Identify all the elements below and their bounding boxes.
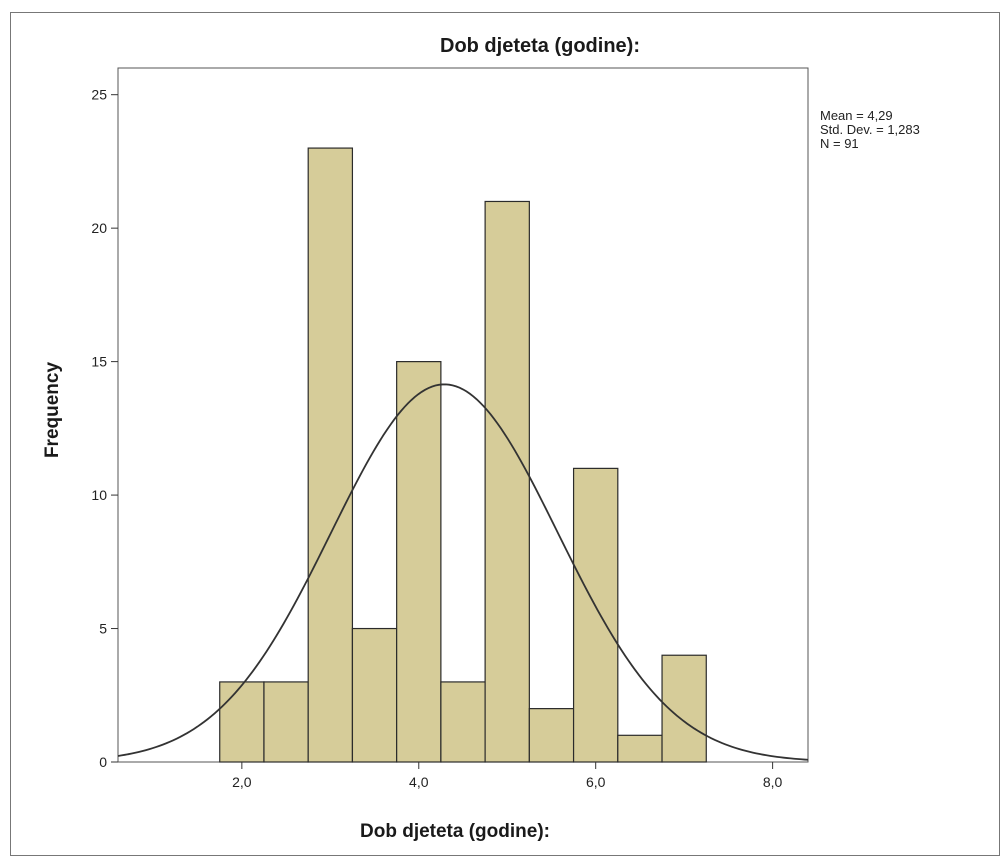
x-axis-title: Dob djeteta (godine):	[360, 821, 550, 842]
chart-title: Dob djeteta (godine):	[440, 35, 640, 57]
histogram-bar-9	[617, 734, 663, 763]
x-tick-label-2: 6,0	[586, 774, 606, 790]
bar-group	[219, 147, 707, 763]
histogram-bar-4	[396, 361, 442, 763]
y-tick-label-0: 0	[99, 754, 107, 770]
normal-curve	[117, 383, 809, 761]
histogram-bar-8	[572, 467, 619, 763]
y-tick-label-2: 10	[91, 487, 107, 503]
histogram-bar-6	[484, 200, 530, 763]
y-axis-title: Frequency	[42, 362, 63, 459]
y-tick-label-3: 15	[91, 354, 107, 370]
y-tick-label-4: 20	[91, 220, 107, 236]
stats-line-0: Mean = 4,29	[820, 108, 893, 123]
y-tick-label-1: 5	[99, 621, 107, 637]
x-tick-label-0: 2,0	[232, 774, 252, 790]
y-tick-label-5: 25	[91, 87, 107, 103]
stats-line-2: N = 91	[820, 136, 859, 151]
y-axis: 0 5 10 15 20 25	[91, 87, 118, 770]
histogram-bar-3	[351, 627, 398, 763]
x-tick-label-1: 4,0	[409, 774, 429, 790]
histogram-bar-1	[263, 681, 309, 763]
x-tick-label-3: 8,0	[763, 774, 783, 790]
plot-area	[117, 67, 809, 763]
histogram-bar-2	[307, 147, 354, 763]
histogram-bar-0	[219, 681, 265, 763]
histogram-bar-7	[528, 708, 575, 763]
stats-line-1: Std. Dev. = 1,283	[820, 122, 920, 137]
histogram-bar-5	[440, 681, 486, 763]
x-axis: 2,0 4,0 6,0 8,0	[232, 762, 783, 790]
